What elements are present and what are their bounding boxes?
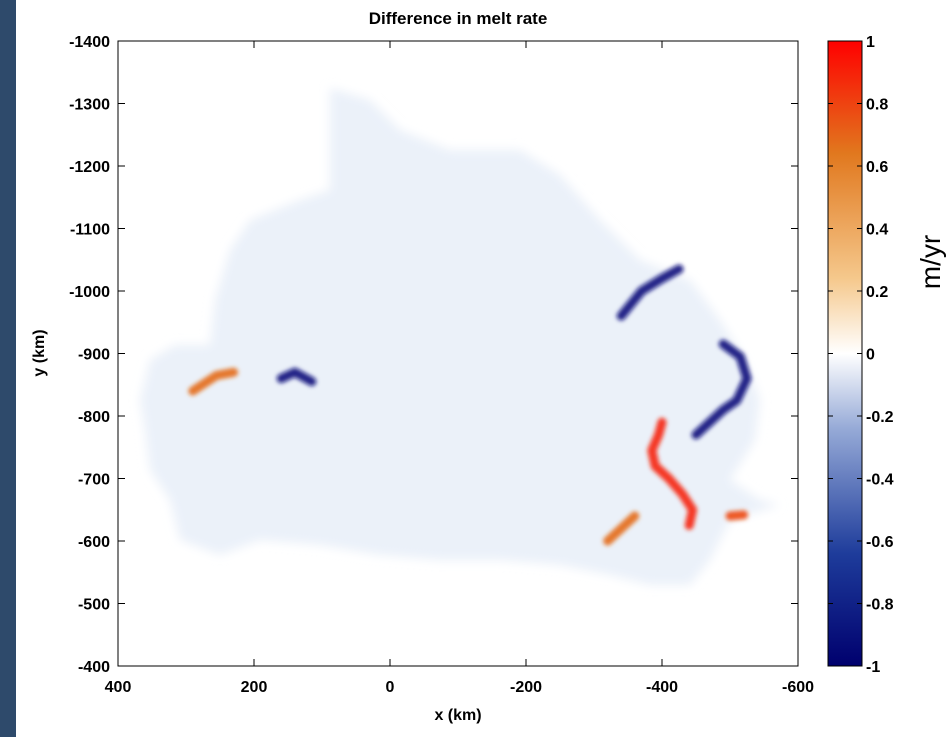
- colorbar-tick-label: -0.8: [866, 597, 894, 614]
- x-tick-label: -600: [782, 679, 814, 696]
- colorbar: 1 0.8 0.6 0.4 0.2 0 -0.2 -0.4 -0.6 -0.8 -1: [827, 34, 894, 676]
- y-axis: -1400 -1300 -1200 -1100 -1000 -900 -800 -700 -60…: [69, 34, 798, 676]
- colorbar-tick-label: -0.4: [866, 472, 894, 489]
- colorbar-tick-label: 0.8: [866, 97, 888, 114]
- colorbar-tick-label: -0.2: [866, 409, 894, 426]
- melt-increase-band: [725, 510, 749, 521]
- colorbar-tick-label: 0: [866, 347, 875, 364]
- y-tick-label: -1200: [69, 159, 110, 176]
- ice-shelf-region: [140, 88, 780, 585]
- colorbar-tick-label: 1: [866, 34, 875, 51]
- y-axis-label: y (km): [31, 329, 48, 376]
- y-tick-label: -700: [78, 472, 110, 489]
- y-tick-label: -600: [78, 534, 110, 551]
- melt-decrease-band: [616, 264, 684, 321]
- colorbar-tick-label: -1: [866, 659, 880, 676]
- x-tick-label: -400: [646, 679, 678, 696]
- colorbar-unit-label: m/yr: [915, 235, 946, 289]
- y-tick-label: -1000: [69, 284, 110, 301]
- y-tick-label: -400: [78, 659, 110, 676]
- x-axis-label: x (km): [434, 707, 481, 724]
- colorbar-tick-label: 0.6: [866, 159, 888, 176]
- chart-title: Difference in melt rate: [369, 9, 548, 28]
- x-axis: 400 200 0 -200 -400 -600: [105, 41, 814, 696]
- melt-increase-band: [603, 511, 640, 546]
- x-tick-label: 0: [386, 679, 395, 696]
- slide-edge-bar: [0, 0, 16, 737]
- y-tick-label: -1400: [69, 34, 110, 51]
- y-tick-label: -500: [78, 597, 110, 614]
- ice-shelf-outline: [140, 88, 780, 585]
- x-tick-label: 200: [241, 679, 268, 696]
- y-tick-label: -900: [78, 347, 110, 364]
- colorbar-tick-label: -0.6: [866, 534, 894, 551]
- y-tick-label: -1100: [70, 222, 110, 239]
- colorbar-tick-label: 0.2: [866, 284, 888, 301]
- y-tick-label: -800: [78, 409, 110, 426]
- melt-decrease-band: [691, 339, 752, 440]
- y-tick-label: -1300: [69, 97, 110, 114]
- x-tick-label: -200: [510, 679, 542, 696]
- plot-area: [117, 40, 799, 667]
- colorbar-gradient: [827, 40, 863, 667]
- colorbar-tick-label: 0.4: [866, 222, 888, 239]
- melt-increase-band: [188, 367, 239, 396]
- melt-increase-band: [647, 417, 698, 530]
- melt-decrease-band: [276, 367, 317, 387]
- x-tick-label: 400: [105, 679, 132, 696]
